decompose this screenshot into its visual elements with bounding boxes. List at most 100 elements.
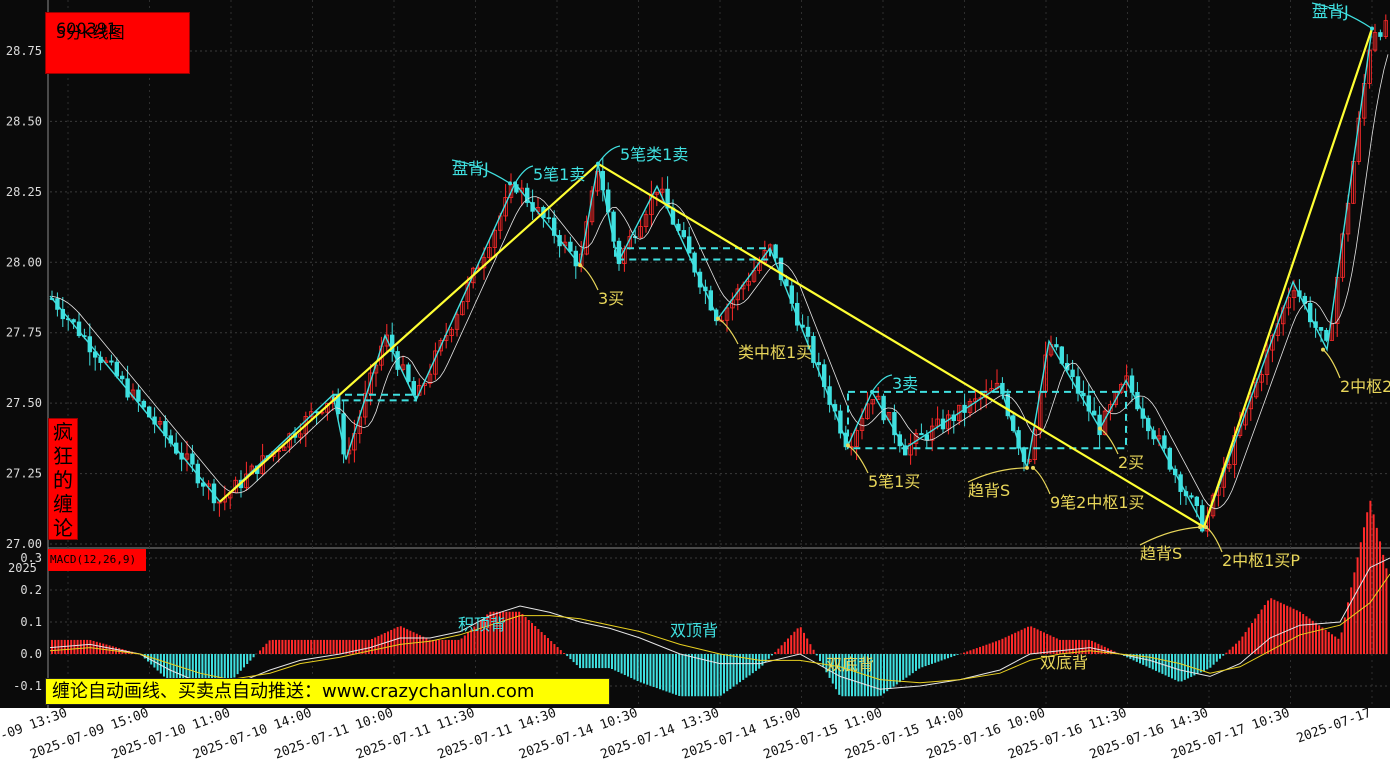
- annotation-arrow: [871, 374, 893, 393]
- annotation-arrow: [1139, 526, 1201, 546]
- price-tick-label: 27.50: [6, 396, 42, 410]
- chart-name: 5分K线图: [56, 23, 125, 42]
- down-candle: [681, 230, 686, 238]
- up-candle: [724, 307, 730, 321]
- up-candle: [1227, 464, 1232, 469]
- annotation-arrow: [717, 318, 739, 345]
- signal-annotation: 3买: [598, 289, 624, 308]
- side-label-char: 狂: [53, 444, 73, 468]
- up-candle: [660, 188, 665, 193]
- up-candle: [460, 301, 465, 316]
- down-candle: [71, 319, 76, 323]
- down-candle: [1200, 505, 1205, 532]
- up-candle: [449, 328, 454, 336]
- up-candle: [1032, 429, 1037, 460]
- price-tick-label: 28.25: [6, 185, 42, 199]
- down-candle: [114, 361, 119, 377]
- down-candle: [1318, 327, 1324, 331]
- up-candle: [930, 425, 935, 441]
- up-candle: [1383, 20, 1388, 37]
- annotation-arrow-tip: [846, 443, 850, 448]
- down-candle: [1162, 435, 1167, 449]
- macd-signal-annotation: 双顶背: [670, 621, 718, 640]
- annotation-arrow-tip: [1025, 465, 1029, 470]
- signal-annotation: 趋背S: [1140, 544, 1182, 563]
- down-candle: [687, 236, 692, 254]
- down-candle: [525, 187, 530, 203]
- annotation-arrow-tip: [1031, 465, 1035, 470]
- macd-signal-annotation: 积顶背: [458, 615, 506, 634]
- bi-stroke-line: [49, 28, 1373, 529]
- up-candle: [281, 446, 287, 451]
- down-candle: [1070, 369, 1075, 378]
- promo-banner[interactable]: 缠论自动画线、买卖点自动推送：www.crazychanlun.com: [45, 678, 610, 705]
- up-candle: [454, 314, 460, 330]
- up-candle: [746, 280, 751, 286]
- down-candle: [778, 257, 784, 281]
- signal-annotation: 盘背J: [1312, 2, 1349, 21]
- price-tick-label: 27.00: [6, 537, 42, 551]
- price-tick-label: 28.00: [6, 255, 42, 269]
- up-candle: [492, 229, 497, 248]
- symbol-code: 600391: [56, 19, 118, 38]
- down-candle: [1092, 410, 1097, 416]
- annotation-arrow: [597, 145, 621, 165]
- up-candle: [157, 421, 163, 425]
- down-candle: [1324, 329, 1329, 341]
- up-candle: [1259, 374, 1264, 383]
- signal-annotation: 5笔1买: [868, 472, 920, 491]
- signal-annotation: 2买: [1118, 453, 1144, 472]
- side-label-char: 疯: [53, 420, 73, 444]
- axis-partial-label: 2025: [8, 561, 37, 575]
- signal-annotation: 3卖: [892, 374, 918, 393]
- up-candle: [654, 191, 659, 195]
- up-candle: [854, 430, 859, 448]
- price-tick-label: 28.50: [6, 114, 42, 128]
- down-candle: [109, 360, 114, 363]
- up-candle: [973, 398, 978, 402]
- down-candle: [805, 326, 811, 337]
- annotation-arrow: [967, 467, 1028, 483]
- macd-tick-label: -0.1: [13, 679, 42, 693]
- down-candle: [136, 389, 141, 402]
- down-candle: [1016, 430, 1021, 449]
- annotation-arrow-tip: [1198, 525, 1202, 530]
- macd-indicator-tag: MACD(12,26,9): [48, 549, 146, 571]
- annotation-arrow: [847, 444, 869, 474]
- down-candle: [903, 445, 908, 456]
- up-candle: [638, 226, 643, 238]
- up-candle: [1291, 290, 1297, 299]
- up-candle: [368, 372, 373, 395]
- macd-tick-label: 0.0: [20, 647, 42, 661]
- annotation-arrow-tip: [578, 263, 582, 268]
- down-candle: [341, 413, 346, 455]
- up-candle: [643, 214, 649, 227]
- down-candle: [568, 241, 573, 252]
- down-candle: [784, 279, 789, 287]
- signal-annotation: 5笔类1卖: [620, 145, 688, 164]
- macd-tick-label: 0.1: [20, 615, 42, 629]
- signal-annotation: 5笔1卖: [533, 165, 585, 184]
- annotation-arrow-tip: [716, 316, 720, 321]
- down-candle: [190, 453, 195, 465]
- side-label-char: 缠: [53, 492, 73, 516]
- down-candle: [1011, 415, 1016, 431]
- down-candle: [406, 364, 411, 382]
- up-candle: [1108, 404, 1113, 412]
- down-candle: [1086, 395, 1091, 412]
- down-candle: [552, 217, 557, 236]
- up-candle: [876, 395, 881, 400]
- annotation-arrow: [451, 159, 511, 184]
- price-tick-label: 28.75: [6, 44, 42, 58]
- annotation-arrow-tip: [1098, 426, 1102, 431]
- chart-title-box: 600391 5分K线图: [45, 12, 190, 74]
- up-candle: [946, 414, 951, 430]
- up-candle: [1372, 32, 1378, 51]
- pivot-zone-box: [614, 247, 771, 261]
- down-candle: [616, 240, 622, 264]
- up-candle: [870, 399, 875, 405]
- macd-signal-annotation: 双底背: [1040, 653, 1088, 672]
- down-candle: [1194, 496, 1199, 506]
- up-candle: [427, 373, 433, 384]
- up-candle: [908, 443, 913, 456]
